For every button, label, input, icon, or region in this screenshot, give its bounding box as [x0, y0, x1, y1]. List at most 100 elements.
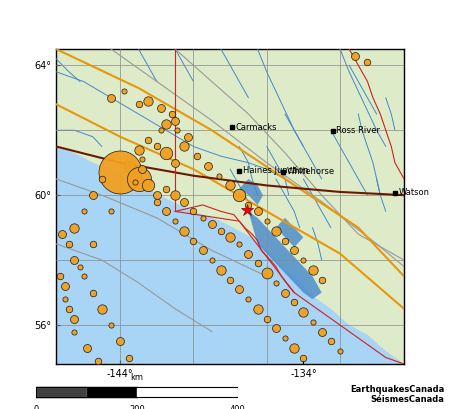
Point: [205, 163, 212, 169]
Point: [208, 221, 216, 228]
Point: [309, 267, 316, 273]
Point: [135, 176, 142, 182]
Point: [300, 354, 307, 361]
Point: [217, 267, 224, 273]
Point: [199, 247, 206, 254]
Point: [98, 176, 106, 182]
Polygon shape: [276, 218, 304, 247]
Point: [66, 306, 73, 312]
Point: [126, 163, 133, 169]
Point: [56, 273, 63, 280]
Point: [291, 299, 298, 306]
Point: [117, 169, 124, 176]
Point: [107, 322, 114, 328]
Text: km: km: [131, 373, 143, 382]
Point: [236, 240, 243, 247]
Point: [181, 198, 188, 205]
Point: [236, 286, 243, 292]
Point: [157, 127, 164, 133]
Point: [89, 192, 97, 198]
Point: [254, 208, 261, 215]
Point: [254, 260, 261, 267]
Text: Whitehorse: Whitehorse: [287, 167, 335, 176]
Text: Ross River: Ross River: [336, 126, 380, 135]
Point: [263, 315, 270, 322]
Point: [272, 280, 279, 286]
Point: [71, 257, 78, 263]
Point: [71, 225, 78, 231]
Point: [120, 88, 128, 94]
Point: [236, 192, 243, 198]
Text: 400: 400: [230, 405, 246, 409]
Point: [172, 192, 179, 198]
Point: [364, 59, 371, 65]
Text: Watson: Watson: [399, 189, 430, 198]
Text: 0: 0: [33, 405, 39, 409]
Point: [153, 198, 160, 205]
Point: [98, 306, 106, 312]
Point: [71, 328, 78, 335]
Point: [173, 127, 180, 133]
Point: [282, 289, 289, 296]
Point: [163, 150, 170, 156]
Point: [62, 296, 69, 302]
Point: [107, 94, 114, 101]
Text: Carmacks: Carmacks: [236, 123, 277, 132]
Point: [291, 247, 298, 254]
Point: [282, 237, 289, 244]
Point: [135, 101, 142, 108]
Point: [76, 263, 84, 270]
Point: [282, 335, 289, 341]
Point: [172, 117, 179, 124]
Point: [126, 354, 133, 361]
Point: [153, 143, 160, 150]
Point: [291, 344, 298, 351]
Point: [80, 273, 87, 280]
Point: [254, 306, 261, 312]
Point: [163, 208, 170, 215]
Polygon shape: [56, 49, 404, 364]
Point: [300, 309, 307, 315]
Point: [153, 192, 160, 198]
Point: [185, 133, 192, 140]
Point: [172, 218, 179, 225]
Point: [327, 338, 335, 344]
Point: [117, 338, 124, 344]
Point: [139, 166, 146, 173]
Point: [62, 283, 69, 289]
Point: [163, 121, 170, 127]
Point: [226, 182, 233, 189]
Point: [181, 143, 188, 150]
Point: [199, 215, 206, 221]
Point: [245, 202, 252, 208]
Point: [95, 357, 102, 364]
Point: [58, 231, 65, 237]
Text: EarthquakesCanada
SéismesCanada: EarthquakesCanada SéismesCanada: [350, 385, 445, 405]
Text: Haines Junction: Haines Junction: [243, 166, 308, 175]
Point: [89, 289, 97, 296]
Polygon shape: [248, 211, 321, 299]
Point: [309, 319, 316, 325]
Point: [318, 276, 325, 283]
Point: [272, 325, 279, 332]
Point: [208, 257, 216, 263]
Point: [263, 270, 270, 276]
Point: [157, 104, 164, 111]
Point: [135, 146, 142, 153]
Point: [84, 344, 91, 351]
Point: [71, 315, 78, 322]
Point: [144, 137, 151, 143]
Point: [144, 182, 151, 189]
Point: [144, 98, 151, 104]
Polygon shape: [239, 179, 263, 205]
Point: [181, 228, 188, 234]
Point: [351, 52, 358, 59]
Point: [226, 276, 233, 283]
Point: [172, 160, 179, 166]
Point: [245, 296, 252, 302]
Point: [107, 208, 114, 215]
Point: [80, 208, 87, 215]
Text: 200: 200: [129, 405, 145, 409]
Point: [263, 218, 270, 225]
Point: [245, 250, 252, 257]
